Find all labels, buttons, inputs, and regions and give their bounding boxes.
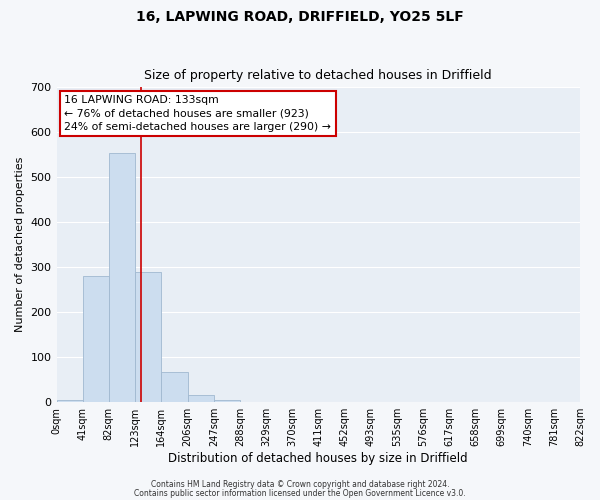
- Bar: [109, 152, 135, 402]
- Text: Contains public sector information licensed under the Open Government Licence v3: Contains public sector information licen…: [134, 488, 466, 498]
- Y-axis label: Number of detached properties: Number of detached properties: [15, 157, 25, 332]
- Bar: [188, 396, 214, 402]
- Text: 16, LAPWING ROAD, DRIFFIELD, YO25 5LF: 16, LAPWING ROAD, DRIFFIELD, YO25 5LF: [136, 10, 464, 24]
- Bar: [135, 272, 161, 402]
- Text: 16 LAPWING ROAD: 133sqm
← 76% of detached houses are smaller (923)
24% of semi-d: 16 LAPWING ROAD: 133sqm ← 76% of detache…: [64, 95, 331, 132]
- Text: Contains HM Land Registry data © Crown copyright and database right 2024.: Contains HM Land Registry data © Crown c…: [151, 480, 449, 489]
- Bar: [83, 276, 109, 402]
- Title: Size of property relative to detached houses in Driffield: Size of property relative to detached ho…: [145, 69, 492, 82]
- Bar: [214, 400, 240, 402]
- Bar: [56, 400, 83, 402]
- X-axis label: Distribution of detached houses by size in Driffield: Distribution of detached houses by size …: [169, 452, 468, 465]
- Bar: [161, 372, 188, 402]
